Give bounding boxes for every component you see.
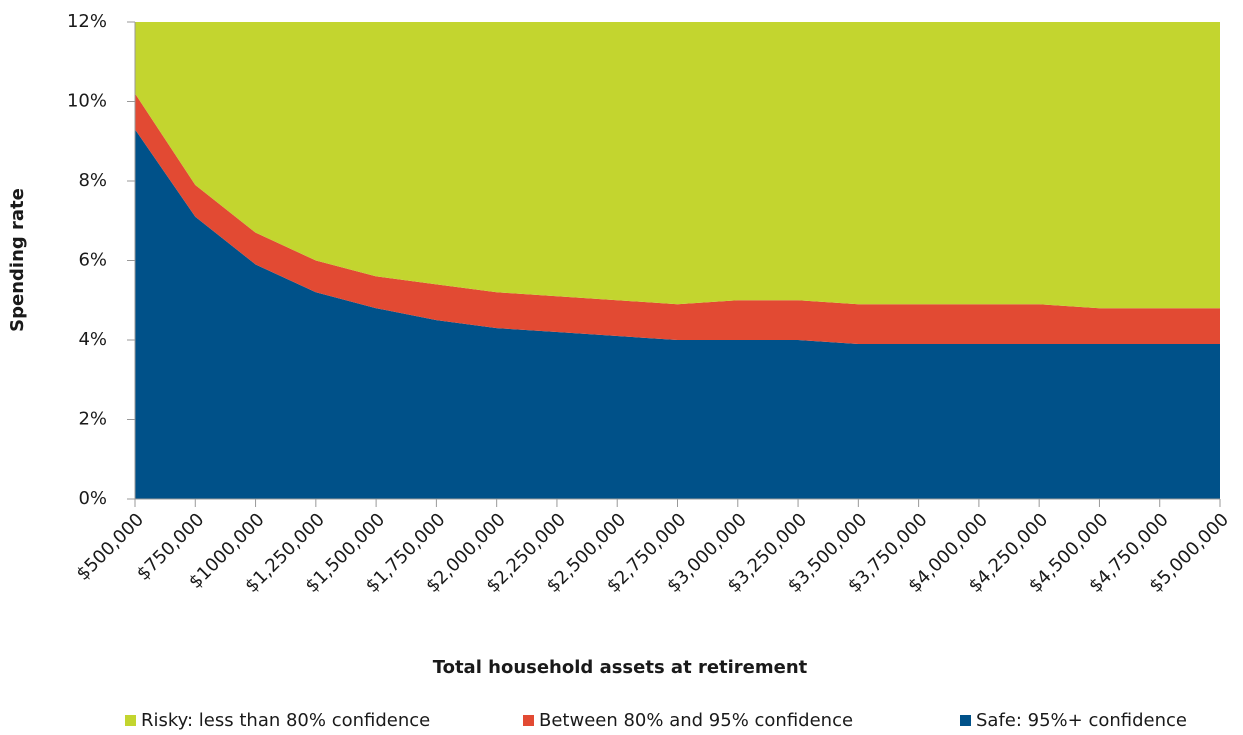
y-axis-title: Spending rate [7, 188, 28, 332]
legend-swatch [960, 715, 971, 726]
y-tick-label: 8% [78, 170, 107, 191]
legend-label: Between 80% and 95% confidence [539, 710, 853, 731]
y-tick-label: 12% [67, 11, 107, 32]
legend-swatch [523, 715, 534, 726]
x-axis-title: Total household assets at retirement [433, 657, 808, 678]
y-tick-label: 0% [78, 488, 107, 509]
area [135, 93, 1220, 344]
area [135, 129, 1220, 499]
y-tick-label: 10% [67, 91, 107, 112]
y-tick-label: 6% [78, 250, 107, 271]
y-tick-label: 4% [78, 329, 107, 350]
y-tick-label: 2% [78, 409, 107, 430]
legend-label: Risky: less than 80% confidence [141, 710, 430, 731]
area [135, 22, 1220, 309]
legend-swatch [125, 715, 136, 726]
legend-label: Safe: 95%+ confidence [976, 710, 1187, 731]
